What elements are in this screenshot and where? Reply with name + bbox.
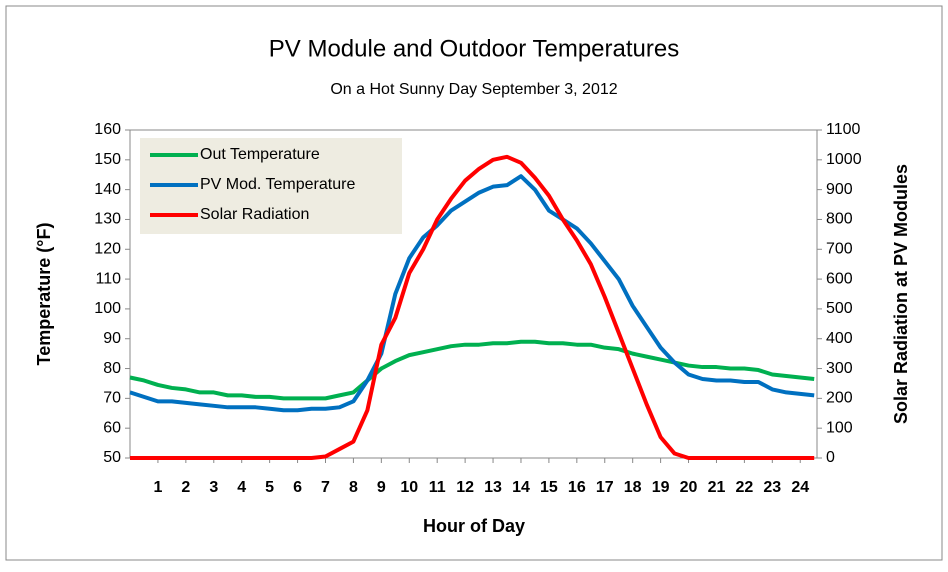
x-tick-label: 23: [763, 479, 781, 496]
y-tick-label: 80: [103, 360, 121, 377]
x-tick-label: 3: [209, 479, 218, 496]
x-tick-label: 22: [735, 479, 753, 496]
x-tick-label: 24: [791, 479, 809, 496]
y2-tick-label: 600: [826, 270, 853, 287]
x-tick-label: 20: [680, 479, 698, 496]
x-tick-label: 9: [377, 479, 386, 496]
x-axis-title: Hour of Day: [423, 516, 525, 536]
y2-tick-label: 900: [826, 181, 853, 198]
y2-tick-label: 1100: [826, 121, 861, 138]
y-tick-label: 130: [94, 211, 121, 228]
y2-tick-label: 100: [826, 419, 853, 436]
y-tick-label: 60: [103, 419, 121, 436]
x-tick-label: 8: [349, 479, 358, 496]
x-tick-label: 4: [237, 479, 246, 496]
chart-subtitle: On a Hot Sunny Day September 3, 2012: [330, 81, 617, 98]
y2-tick-label: 200: [826, 390, 853, 407]
y-tick-label: 100: [94, 300, 121, 317]
x-tick-label: 6: [293, 479, 302, 496]
y-tick-label: 110: [95, 270, 121, 287]
x-tick-label: 1: [153, 479, 162, 496]
x-tick-label: 5: [265, 479, 274, 496]
y2-tick-label: 500: [826, 300, 853, 317]
x-tick-label: 12: [456, 479, 474, 496]
x-tick-label: 17: [596, 479, 614, 496]
y-tick-label: 70: [103, 390, 121, 407]
y2-tick-label: 400: [826, 330, 853, 347]
legend-label: PV Mod. Temperature: [200, 176, 355, 193]
y-tick-label: 140: [94, 181, 121, 198]
x-tick-label: 21: [708, 479, 726, 496]
x-tick-label: 14: [512, 479, 530, 496]
x-tick-label: 16: [568, 479, 586, 496]
plot-area: [129, 129, 818, 459]
y2-tick-label: 300: [826, 360, 853, 377]
y-tick-label: 150: [94, 151, 121, 168]
y-tick-label: 120: [94, 240, 121, 257]
chart-border: [5, 5, 943, 561]
x-tick-label: 15: [540, 479, 558, 496]
series-line: [130, 154, 815, 460]
y2-tick-label: 700: [826, 240, 853, 257]
series-line: [129, 339, 815, 401]
series-line: [129, 174, 815, 413]
x-tick-label: 13: [484, 479, 502, 496]
x-tick-label: 2: [181, 479, 190, 496]
x-tick-label: 11: [429, 479, 446, 496]
y-tick-label: 90: [103, 330, 121, 347]
x-tick-label: 10: [400, 479, 418, 496]
y-axis-title: Temperature (°F): [34, 223, 54, 366]
y-tick-label: 50: [103, 449, 121, 466]
legend-label: Solar Radiation: [200, 206, 309, 223]
x-tick-label: 7: [321, 479, 330, 496]
legend-label: Out Temperature: [200, 146, 320, 163]
y2-tick-label: 0: [826, 449, 835, 466]
x-tick-label: 18: [624, 479, 642, 496]
chart-title: PV Module and Outdoor Temperatures: [269, 35, 679, 62]
y2-tick-label: 1000: [826, 151, 862, 168]
y2-axis-title: Solar Radiation at PV Modules: [891, 164, 911, 424]
y-tick-label: 160: [94, 121, 121, 138]
y2-tick-label: 800: [826, 211, 853, 228]
x-tick-label: 19: [652, 479, 670, 496]
